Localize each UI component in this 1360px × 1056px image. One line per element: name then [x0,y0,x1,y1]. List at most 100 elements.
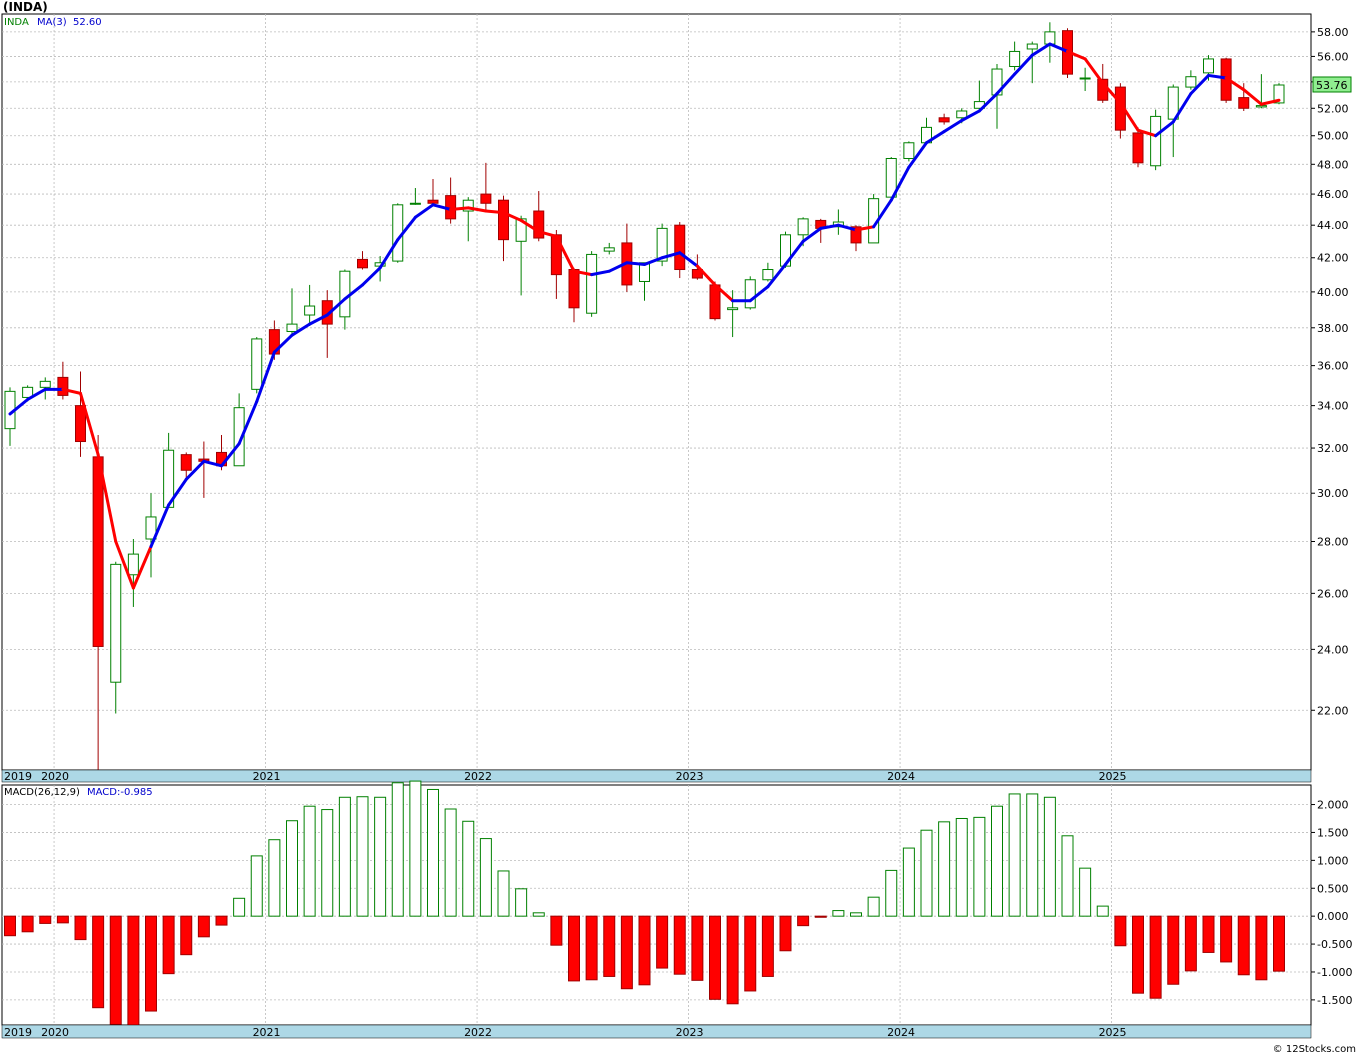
moving-average-line [8,42,1281,590]
ma-segment [554,234,576,273]
ma-segment [272,333,294,354]
ma-segment [255,350,276,404]
macd-bar-positive [250,855,263,917]
macd-bar-negative [92,915,105,1009]
candle [868,194,880,244]
candle-body-up [1044,31,1056,45]
ma-segment [237,400,259,446]
ma-segment [713,283,735,303]
macd-bar-negative [585,915,598,981]
macd-bar-positive [356,796,369,917]
ma-segment [413,203,435,219]
candle-body-up [1203,58,1214,74]
ma-segment [1048,42,1069,53]
ma-segment [1154,120,1175,138]
candle-body-down [427,199,439,204]
candle-body-up [304,305,316,316]
macd-bar-negative [638,915,651,986]
ma-segment [872,198,893,229]
price-x-year-label: 2022 [464,770,492,783]
last-price-label: 53.76 [1316,79,1348,92]
macd-x-year-label: 2023 [676,1026,704,1039]
candle-body-up [251,338,263,390]
price-y-tick-label: 26.00 [1317,587,1349,600]
candle-body-up [903,142,915,159]
candle [762,262,774,282]
macd-bar-negative [1220,915,1233,963]
price-grid [2,14,1311,770]
price-y-tick-label: 42.00 [1317,252,1349,265]
candle-body-up [145,516,157,540]
candle [127,539,139,607]
ma-segment [590,269,611,277]
price-x-year-label: 2019 [4,770,32,783]
macd-bar-positive [321,809,334,917]
ma-segment [819,223,840,230]
candle [1150,109,1162,171]
ma-segment [1207,73,1228,80]
macd-y-tick-label: 1.000 [1317,854,1349,867]
macd-y-tick-label: 2.000 [1317,799,1349,812]
candle-body-down [480,193,492,204]
macd-bar-negative [1273,915,1285,972]
candle-body-up [1255,105,1267,108]
macd-x-year-label: 2021 [253,1026,281,1039]
ma-segment [290,322,312,337]
macd-x-year-label: 2024 [887,1026,915,1039]
ma-segment [1242,88,1263,106]
ma-segment [660,251,682,260]
macd-bar-negative [1202,915,1215,953]
macd-bar-negative [1167,915,1180,985]
macd-bar-negative [180,915,193,956]
candle [744,276,756,310]
candle [603,242,615,255]
ma-segment [378,238,400,270]
macd-bar-negative [1184,915,1197,972]
price-panel: 22.00 24.00 26.00 28.00 30.00 32.00 34.00 36.00… [1,13,1352,771]
macd-bar-positive [532,912,545,917]
macd-bar-negative [197,915,210,938]
macd-bar-positive [303,805,316,917]
macd-bar-negative [145,915,157,1012]
macd-bar-positive [233,897,246,917]
macd-bar-positive [955,817,968,917]
price-y-tick-label: 32.00 [1317,442,1349,455]
candle-body-up [656,227,668,262]
macd-legend-value: MACD:-0.985 [87,787,153,798]
macd-bar-positive [409,780,422,917]
price-x-axis-band [1,769,1312,783]
candle-body-down [92,456,104,647]
ma-segment [748,285,770,303]
candle [1132,127,1144,168]
candle-body-up [744,279,756,309]
price-x-year-label: 2025 [1099,770,1127,783]
candle [1238,83,1250,111]
macd-y-axis: -1.500 -1.000 -0.500 0.000 0.500 1.000 1.500 2.… [1311,799,1352,1007]
ma-segment [1136,128,1158,138]
macd-y-tick-label: -0.500 [1317,938,1352,951]
last-price-badge [1312,76,1352,93]
candle [180,452,192,480]
macd-legend-label: MACD(26,12,9) [4,787,80,798]
macd-bar-negative [744,915,757,992]
macd-x-year-label: 2022 [464,1026,492,1039]
candle-body-down [691,269,703,279]
candle-body-up [762,269,774,281]
ma-segment [1118,101,1140,132]
ma-segment [784,239,805,266]
macd-bar-negative [814,915,827,918]
candle [75,371,86,457]
macd-bar-negative [550,915,563,946]
ma-segment [1066,49,1087,61]
ma-segment [907,141,928,169]
macd-bar-positive [268,839,281,917]
price-y-tick-label: 38.00 [1317,322,1349,335]
candle-body-up [233,407,245,467]
ma-segment [114,539,135,590]
candle [233,393,245,467]
candle-body-down [533,210,545,239]
ma-segment [977,92,999,113]
candle-body-up [22,386,34,398]
price-y-tick-label: 56.00 [1317,50,1349,63]
